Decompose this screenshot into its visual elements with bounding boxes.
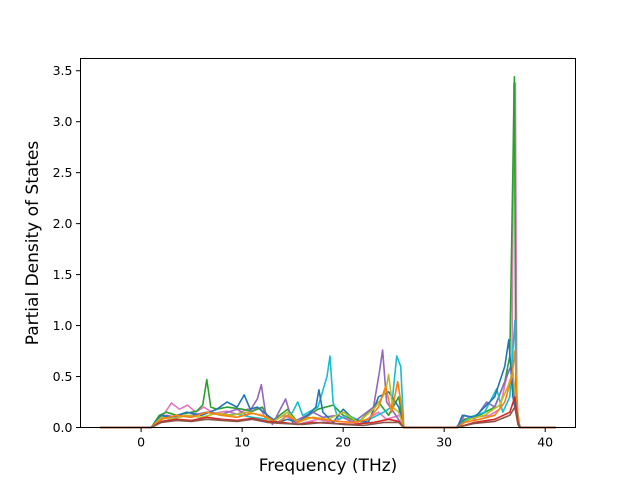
y-axis-label: Partial Density of States [23, 141, 43, 346]
plot-frame [80, 58, 576, 428]
x-tick-label: 30 [436, 435, 452, 450]
y-tick-label: 1.5 [53, 267, 73, 282]
pdos-series-line-5 [99, 338, 557, 429]
x-axis-label: Frequency (THz) [259, 456, 398, 476]
y-axis-ticks: 0.0 0.5 1.0 1.5 2.0 2.5 3.0 3.5 [53, 63, 81, 435]
y-tick-label: 1.0 [53, 318, 73, 333]
y-tick-label: 2.0 [53, 216, 73, 231]
x-axis-ticks: 0 10 20 30 40 [137, 427, 553, 450]
x-tick-label: 40 [537, 435, 553, 450]
y-tick-label: 3.0 [53, 114, 73, 129]
y-tick-label: 3.5 [53, 63, 73, 78]
x-tick-label: 10 [234, 435, 250, 450]
pdos-series-line-6 [99, 370, 557, 429]
y-tick-label: 0.0 [53, 420, 73, 435]
pdos-series-line-7 [99, 350, 557, 429]
x-tick-label: 0 [137, 435, 145, 450]
y-tick-label: 2.5 [53, 165, 73, 180]
y-tick-label: 0.5 [53, 369, 73, 384]
x-tick-label: 20 [335, 435, 351, 450]
pdos-series-line-9 [99, 406, 557, 429]
series-layer [99, 76, 557, 429]
